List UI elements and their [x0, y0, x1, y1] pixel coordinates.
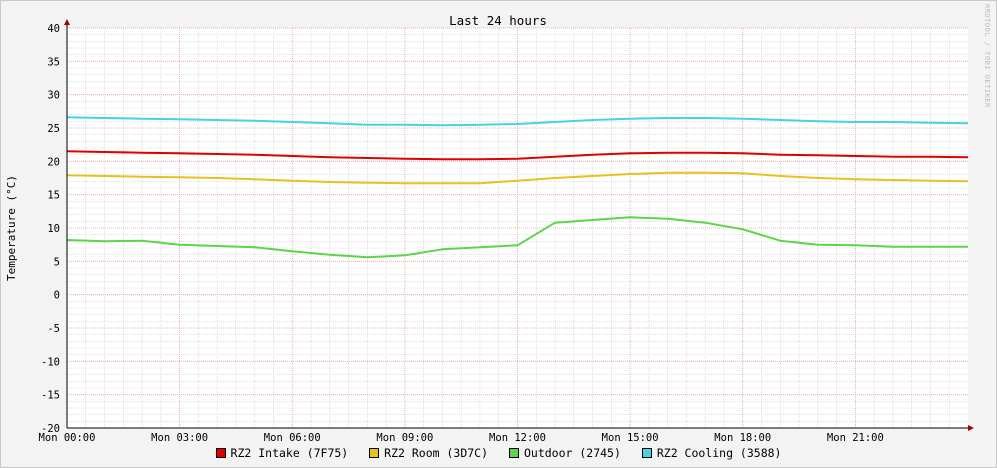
legend-swatch: [641, 448, 652, 458]
series-line-1: [66, 150, 969, 161]
y-tick-label: 15: [47, 190, 60, 202]
y-tick-label: 35: [47, 56, 60, 68]
legend-label: RZ2 Room (3D7C): [384, 446, 489, 460]
series-line-2: [66, 171, 969, 185]
chart-title: Last 24 hours: [449, 13, 547, 28]
series-layer: [66, 116, 969, 259]
x-tick-label: Mon 03:00: [151, 432, 208, 444]
rrdtool-watermark: RRDTOOL / TOBI OETIKER: [983, 4, 991, 108]
x-tick-label: Mon 12:00: [489, 432, 546, 444]
y-tick-label: 40: [47, 23, 60, 35]
y-tick-label: -15: [41, 390, 60, 402]
legend-item-cooling: RZ2 Cooling (3588): [641, 446, 782, 460]
y-tick-label: 10: [47, 223, 60, 235]
axes: [64, 19, 974, 431]
legend-label: Outdoor (2745): [523, 446, 621, 460]
y-tick-label: 30: [47, 90, 60, 102]
series-line-3: [66, 216, 968, 259]
x-tick-label: Mon 15:00: [602, 432, 659, 444]
y-tick-label: -20: [41, 423, 60, 435]
y-tick-label: 5: [54, 256, 60, 268]
x-tick-label: Mon 09:00: [376, 432, 433, 444]
legend-item-outdoor: Outdoor (2745): [508, 446, 621, 460]
y-tick-labels: 40 35 30 25 20 15 10 5 0 -5 -10 -15 -20: [41, 23, 60, 435]
legend-item-room: RZ2 Room (3D7C): [369, 446, 488, 460]
x-tick-labels: Mon 00:00 Mon 03:00 Mon 06:00 Mon 09:00 Mon …: [39, 432, 884, 444]
x-tick-label: Mon 21:00: [827, 432, 884, 444]
y-tick-label: 25: [47, 123, 60, 135]
series-line-4: [66, 116, 969, 127]
y-tick-label: -5: [47, 323, 60, 335]
x-axis-arrow: [968, 425, 974, 431]
y-axis-arrow: [64, 19, 70, 25]
legend-item-intake: RZ2 Intake (7F75): [215, 446, 349, 460]
y-tick-label: -10: [41, 356, 60, 368]
y-tick-label: 0: [54, 290, 60, 302]
legend-label: RZ2 Cooling (3588): [656, 446, 782, 460]
x-tick-label: Mon 00:00: [39, 432, 96, 444]
legend-label: RZ2 Intake (7F75): [230, 446, 349, 460]
y-tick-label: 20: [47, 156, 60, 168]
x-tick-label: Mon 18:00: [714, 432, 771, 444]
y-axis-label: Temperature (°C): [5, 175, 18, 281]
legend: RZ2 Intake (7F75) RZ2 Room (3D7C) Outdoo…: [0, 446, 997, 460]
x-tick-label: Mon 06:00: [264, 432, 321, 444]
legend-swatch: [508, 448, 519, 458]
legend-swatch: [369, 448, 380, 458]
legend-swatch: [215, 448, 226, 458]
